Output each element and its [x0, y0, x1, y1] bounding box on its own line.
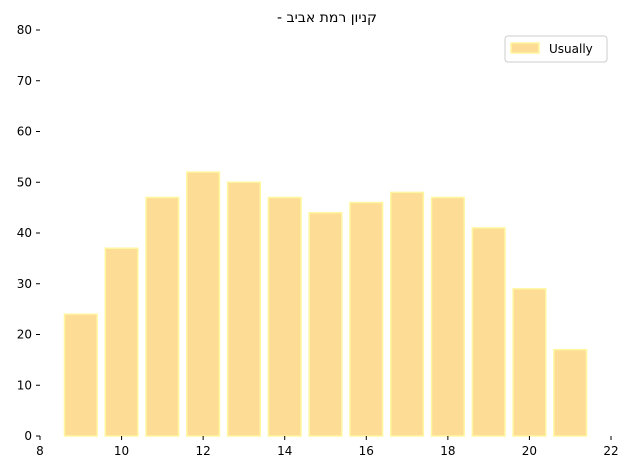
bar	[430, 196, 465, 437]
bar	[267, 196, 302, 437]
x-tick-label: 8	[36, 444, 44, 458]
y-tick-label: 0	[24, 429, 32, 443]
y-tick-label: 50	[17, 175, 32, 189]
y-tick-label: 40	[17, 226, 32, 240]
x-tick-label: 12	[196, 444, 211, 458]
legend-label: Usually	[549, 42, 593, 56]
bar	[104, 247, 139, 437]
bar	[349, 201, 384, 437]
x-tick-label: 14	[277, 444, 292, 458]
bar	[186, 171, 221, 437]
legend-swatch	[510, 42, 540, 54]
x-tick-label: 10	[114, 444, 129, 458]
bar	[390, 191, 425, 437]
x-tick-label: 16	[359, 444, 374, 458]
x-tick-label: 18	[440, 444, 455, 458]
y-tick-label: 30	[17, 277, 32, 291]
x-axis: 8 10 12 14 16 18 20 22	[36, 436, 619, 458]
bar	[553, 348, 588, 437]
y-axis: 0 10 20 30 40 50 60 70 80	[17, 23, 40, 443]
y-tick-label: 20	[17, 328, 32, 342]
bar	[145, 196, 180, 437]
bar	[471, 227, 506, 437]
bar	[308, 211, 343, 437]
bar	[226, 181, 261, 437]
chart-title: קניון רמת אביב -	[277, 10, 377, 26]
y-tick-label: 80	[17, 23, 32, 37]
y-tick-label: 70	[17, 74, 32, 88]
plot-area	[63, 171, 588, 437]
x-tick-label: 22	[603, 444, 618, 458]
x-tick-label: 20	[522, 444, 537, 458]
y-tick-label: 10	[17, 378, 32, 392]
legend: Usually	[504, 35, 608, 63]
y-tick-label: 60	[17, 125, 32, 139]
bar	[512, 288, 547, 437]
bar	[63, 313, 98, 437]
